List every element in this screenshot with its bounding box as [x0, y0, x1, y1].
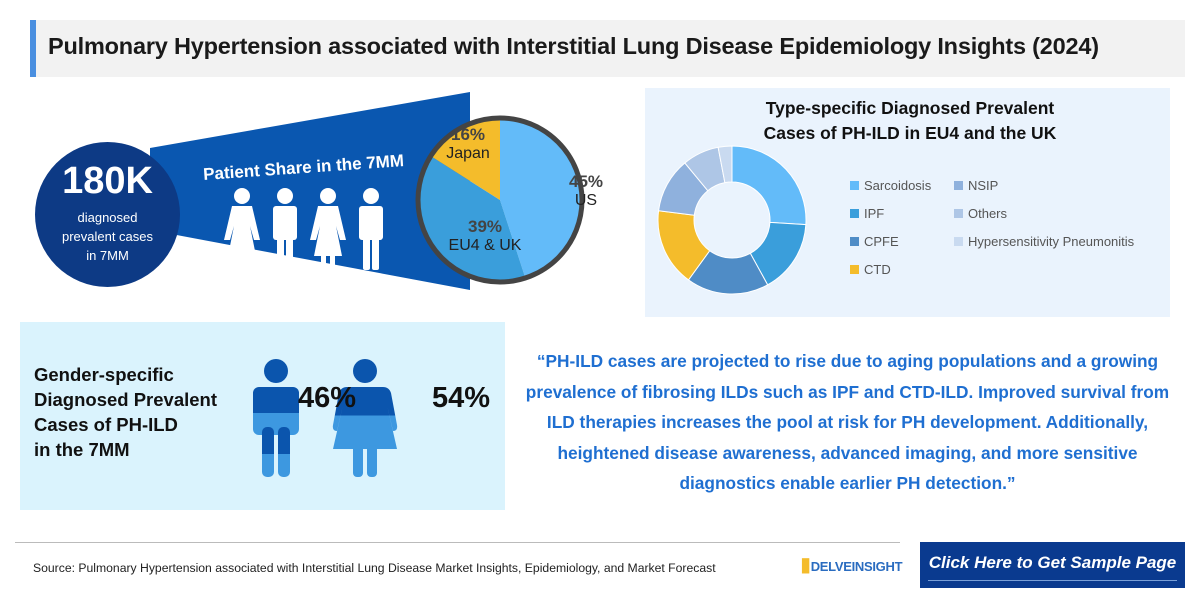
total-label: diagnosed prevalent cases in 7MM — [61, 210, 154, 263]
legend-swatch — [954, 209, 963, 218]
legend-item: CTD — [850, 262, 891, 277]
page-title: Pulmonary Hypertension associated with I… — [48, 33, 1099, 59]
quote-text: “PH-ILD cases are projected to rise due … — [525, 351, 1170, 493]
legend-item: Sarcoidosis — [850, 178, 931, 193]
legend-label: Others — [968, 206, 1008, 221]
gender-icons — [253, 359, 398, 477]
pie-border — [415, 115, 585, 285]
legend-swatch — [850, 209, 859, 218]
us-label: US — [574, 192, 598, 209]
legend-item: Hypersensitivity Pneumonitis — [954, 234, 1134, 249]
slice-us — [500, 120, 580, 277]
gender-title-line: Cases of PH-ILD — [34, 414, 178, 435]
legend-label: NSIP — [968, 178, 999, 193]
type-specific-panel: Type-specific Diagnosed Prevalent Cases … — [645, 88, 1170, 317]
japan-label: Japan — [446, 145, 490, 162]
logo-text: DELVEINSIGHT — [810, 559, 903, 574]
legend-swatch — [850, 265, 859, 274]
footer-divider — [15, 542, 900, 543]
legend-item: IPF — [850, 206, 884, 221]
title-accent — [30, 20, 36, 77]
gender-panel: Gender-specific Diagnosed Prevalent Case… — [20, 322, 505, 510]
male-icon — [359, 188, 383, 270]
title-bar: Pulmonary Hypertension associated with I… — [30, 20, 1185, 77]
legend-item: NSIP — [954, 178, 998, 193]
male-icon — [273, 188, 297, 270]
legend-swatch — [954, 181, 963, 190]
patient-share-pie — [420, 120, 580, 280]
slice-hypersensitivity-pneumonitis — [717, 145, 733, 184]
cta-underline — [928, 580, 1177, 581]
pie-label-us: 45% US — [556, 173, 616, 210]
legend-swatch — [850, 237, 859, 246]
slice-eu4-uk — [420, 157, 525, 280]
legend-label: Hypersensitivity Pneumonitis — [968, 234, 1135, 249]
total-cases-circle: 180K diagnosed prevalent cases in 7MM — [35, 142, 180, 287]
slice-japan — [432, 120, 500, 200]
female-icon — [332, 359, 398, 477]
eu-pct: 39% — [467, 217, 503, 236]
people-icons — [224, 188, 383, 270]
beam — [150, 92, 470, 290]
legend-label: IPF — [864, 206, 885, 221]
source-text: Source: Pulmonary Hypertension associate… — [33, 561, 716, 575]
get-sample-page-button[interactable]: Click Here to Get Sample Page — [920, 542, 1185, 588]
legend-swatch — [954, 237, 963, 246]
female-icon — [224, 188, 260, 270]
total-value: 180K — [62, 160, 153, 202]
male-icon — [253, 359, 299, 477]
gender-title-line: Diagnosed Prevalent — [34, 389, 218, 410]
legend-label: Sarcoidosis — [864, 178, 932, 193]
gender-title-line: in the 7MM — [34, 439, 130, 460]
female-percent: 54% — [432, 382, 491, 414]
legend-label: CTD — [864, 262, 891, 277]
female-icon — [310, 188, 346, 270]
legend-item: CPFE — [850, 234, 899, 249]
eu-label: EU4 & UK — [448, 237, 522, 254]
delveinsight-logo: ▮DELVEINSIGHT — [800, 554, 903, 576]
patient-share-graphic — [150, 92, 585, 290]
us-pct: 45% — [568, 172, 604, 191]
cta-label: Click Here to Get Sample Page — [928, 553, 1177, 572]
pie-label-japan: 16% Japan — [440, 126, 496, 163]
donut-title: Type-specific Diagnosed Prevalent Cases … — [763, 98, 1057, 143]
pie-label-eu: 39% EU4 & UK — [440, 218, 530, 255]
gender-title: Gender-specific Diagnosed Prevalent Case… — [34, 362, 217, 462]
japan-pct: 16% — [450, 125, 486, 144]
slice-sarcoidosis — [731, 145, 807, 226]
legend-item: Others — [954, 206, 1007, 221]
male-percent: 46% — [298, 382, 357, 414]
type-specific-donut — [657, 145, 807, 295]
legend-swatch — [850, 181, 859, 190]
legend-label: CPFE — [864, 234, 899, 249]
gender-title-line: Gender-specific — [34, 364, 174, 385]
